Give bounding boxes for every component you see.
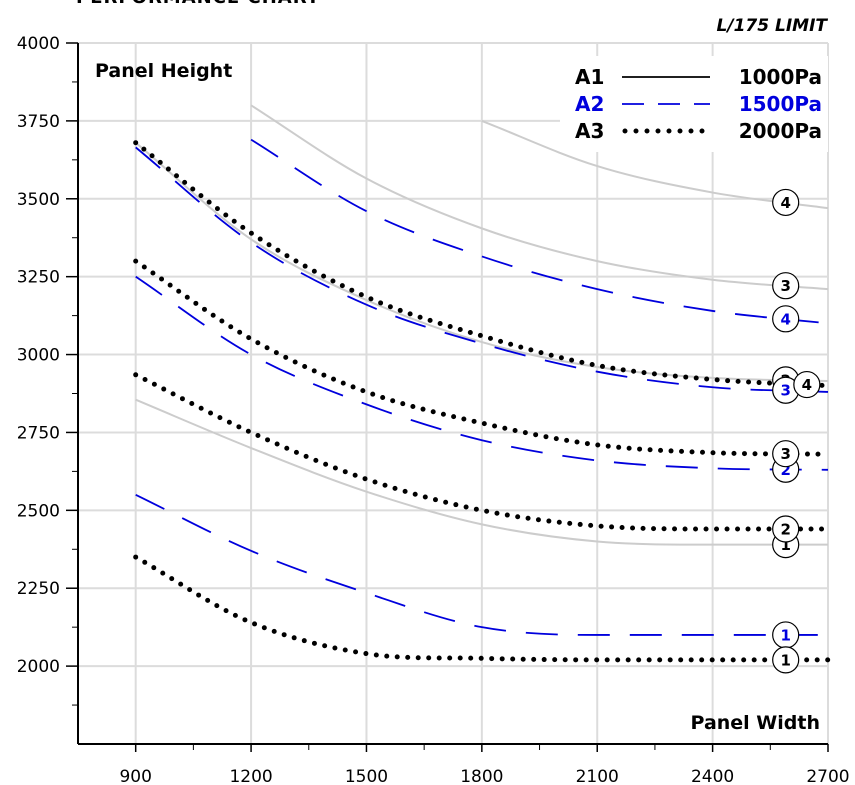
y-axis-title: Panel Height (95, 60, 232, 82)
curve-marker-a3-3 (772, 440, 800, 468)
curve-label-a2-4: 4 (780, 310, 790, 328)
curve-marker-a3-1 (772, 646, 800, 674)
x-tick-label-2700: 2700 (806, 767, 849, 785)
curve-a2-3 (135, 146, 829, 393)
x-tick-label-1200: 1200 (229, 767, 272, 785)
legend-pressure-a3: 2000Pa (739, 119, 822, 143)
ticks: 2000 2250 2500 2750 3000 3250 3500 3750 4000 900 1… (17, 34, 850, 785)
curve-markers: 123412341234 (772, 188, 821, 674)
grid (78, 42, 829, 744)
curve-a1-1 (135, 398, 828, 546)
chart-title: PERFORMANCE CHART (76, 0, 320, 8)
y-tick-label-4000: 4000 (17, 34, 60, 54)
curve-marker-a2-4 (772, 305, 800, 333)
curve-marker-a3-2 (772, 515, 800, 543)
x-tick-label-2100: 2100 (576, 767, 619, 785)
curve-a1-3 (250, 104, 829, 291)
curve-label-a3-3: 3 (780, 445, 790, 463)
legend-code-a1: A1 (575, 65, 604, 89)
x-tick-label-1500: 1500 (345, 767, 388, 785)
curve-a1-2 (135, 141, 829, 383)
curve-a1-4 (481, 119, 829, 210)
x-tick-label-2400: 2400 (691, 767, 734, 785)
x-tick-label-900: 900 (119, 767, 151, 785)
curve-marker-a1-3 (772, 272, 800, 300)
curve-a3-4 (133, 140, 831, 389)
curve-label-a1-3: 3 (780, 277, 790, 295)
curve-a3-1 (133, 554, 831, 663)
y-tick-label-2750: 2750 (17, 423, 60, 443)
y-tick-label-3000: 3000 (17, 346, 60, 366)
curve-a3-3 (133, 258, 831, 457)
legend-pressure-a1: 1000Pa (739, 65, 822, 89)
legend: A1 1000Pa A2 1500Pa A3 2000Pa (560, 56, 828, 152)
y-tick-label-3750: 3750 (17, 112, 60, 132)
curve-label-a3-4: 4 (802, 376, 812, 394)
curve-label-a1-1: 1 (780, 536, 790, 554)
curve-label-a2-3: 3 (780, 382, 790, 400)
legend-code-a3: A3 (575, 119, 604, 143)
curve-label-a1-4: 4 (780, 194, 790, 212)
y-tick-label-2500: 2500 (17, 501, 60, 521)
curve-label-a3-2: 2 (780, 521, 790, 539)
y-tick-label-2250: 2250 (17, 579, 60, 599)
y-tick-label-2000: 2000 (17, 657, 60, 677)
y-tick-label-3250: 3250 (17, 268, 60, 288)
curve-a2-2 (135, 275, 829, 471)
legend-pressure-a2: 1500Pa (739, 92, 822, 116)
curve-marker-a1-4 (772, 188, 800, 217)
y-tick-label-3500: 3500 (17, 190, 60, 210)
limit-label: L/175 LIMIT (717, 16, 829, 36)
curve-a2-4 (250, 138, 829, 325)
curve-label-a2-2: 2 (780, 461, 790, 479)
curve-label-a3-1: 1 (780, 651, 790, 669)
legend-code-a2: A2 (575, 92, 604, 116)
curve-marker-a3-4 (793, 370, 821, 399)
curves (133, 104, 831, 663)
x-axis-title: Panel Width (691, 712, 820, 734)
x-tick-label-1800: 1800 (460, 767, 503, 785)
curve-a2-1 (135, 493, 828, 636)
curve-label-a2-1: 1 (780, 626, 790, 644)
